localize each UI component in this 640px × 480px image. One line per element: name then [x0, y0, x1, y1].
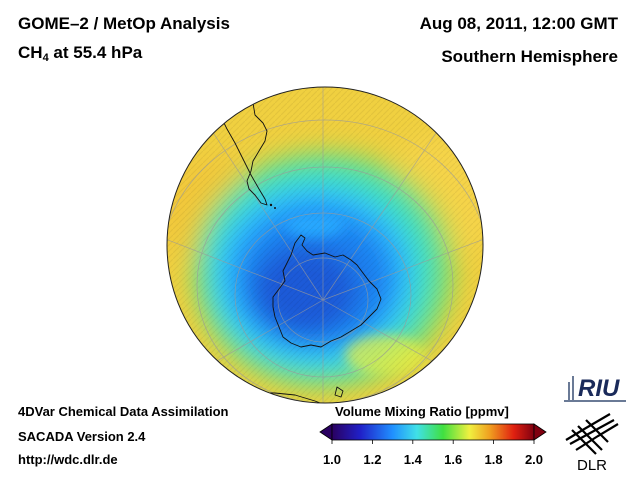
colorbar-gradient [331, 423, 535, 441]
analysis-date: Aug 08, 2011, 12:00 GMT [419, 14, 618, 33]
dlr-logo: DLR [565, 413, 619, 474]
colorbar-arrow-right [533, 423, 547, 441]
graticule [167, 87, 483, 403]
footer-url[interactable]: http://wdc.dlr.de [18, 452, 118, 467]
footer-assimilation: 4DVar Chemical Data Assimilation [18, 404, 229, 419]
globe-map [166, 86, 493, 404]
riu-logo-text: RIU [578, 375, 620, 402]
riu-logo: RIU [564, 375, 626, 402]
species-suffix: at 55.4 hPa [48, 43, 143, 62]
south-america-coastline [196, 87, 268, 206]
species-subscript: 4 [42, 52, 49, 64]
colorbar-tick-label: 1.0 [323, 452, 341, 467]
globe-outline [166, 86, 484, 404]
colorbar-tick-label: 1.4 [404, 452, 423, 467]
tasmania-coastline [334, 386, 344, 398]
map-title: GOME–2 / MetOp Analysis [18, 14, 230, 33]
colorbar-tick-label: 1.2 [363, 452, 381, 467]
colorbar-tick-label: 1.8 [485, 452, 503, 467]
dlr-logo-text: DLR [577, 457, 607, 474]
colorbar: 1.0 1.2 1.4 1.6 1.8 2.0 [319, 423, 547, 467]
colorbar-tick-label: 1.6 [444, 452, 462, 467]
colorbar-arrow-left [319, 423, 333, 441]
madagascar-coastline [487, 179, 493, 193]
species-label: CH4 at 55.4 hPa [18, 43, 142, 64]
antarctica-coastline [272, 234, 382, 348]
footer-version: SACADA Version 2.4 [18, 429, 146, 444]
colorbar-title: Volume Mixing Ratio [ppmv] [335, 404, 509, 419]
colorbar-tick-label: 2.0 [525, 452, 543, 467]
species-prefix: CH [18, 43, 43, 62]
hemisphere-label: Southern Hemisphere [441, 47, 618, 66]
